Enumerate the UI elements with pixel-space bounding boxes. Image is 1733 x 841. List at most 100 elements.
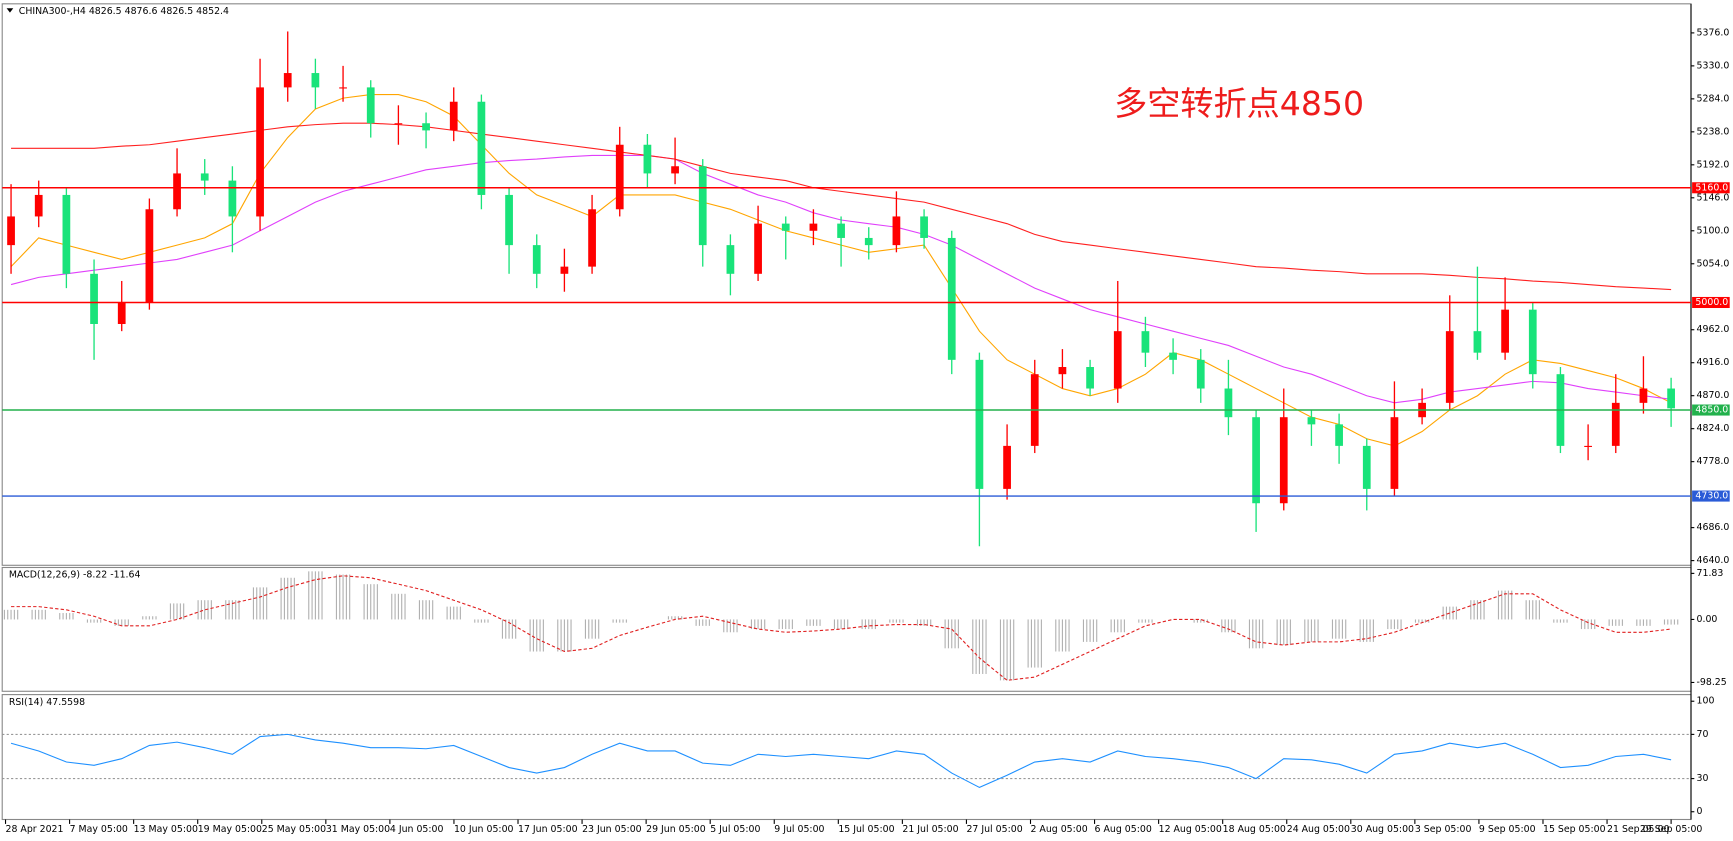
candle-body bbox=[1445, 331, 1454, 403]
y-tick-label: 5284.0 bbox=[1697, 93, 1730, 104]
annotation: 多空转折点4850 bbox=[1114, 84, 1364, 123]
candle-body bbox=[1169, 352, 1177, 360]
macd-title: MACD(12,26,9) -8.22 -11.64 bbox=[9, 570, 141, 581]
candle-body bbox=[892, 216, 901, 246]
candle-body bbox=[1362, 445, 1371, 489]
x-tick-label: 9 Sep 05:00 bbox=[1479, 824, 1536, 835]
x-tick-label: 27 Jul 05:00 bbox=[966, 824, 1022, 835]
x-tick-label: 4 Jun 05:00 bbox=[390, 824, 444, 835]
x-tick-label: 23 Jun 05:00 bbox=[582, 824, 642, 835]
candle-body bbox=[1252, 417, 1260, 504]
candle-body bbox=[532, 245, 541, 274]
chart-title: CHINA300-,H4 4826.5 4876.6 4826.5 4852.4 bbox=[19, 6, 229, 17]
candle-body bbox=[311, 73, 320, 88]
moving-average bbox=[11, 122, 1672, 291]
x-tick-label: 24 Aug 05:00 bbox=[1287, 824, 1350, 835]
y-tick-label: 0 bbox=[1697, 806, 1703, 817]
level-label-box bbox=[1692, 296, 1730, 309]
x-tick-label: 31 May 05:00 bbox=[326, 824, 390, 835]
candle-body bbox=[394, 123, 403, 125]
x-tick-label: 15 Sep 05:00 bbox=[1543, 824, 1606, 835]
candle-body bbox=[145, 209, 154, 303]
y-tick-label: 5100.0 bbox=[1697, 225, 1730, 236]
x-tick-label: 9 Jul 05:00 bbox=[774, 824, 824, 835]
candle-body bbox=[809, 223, 818, 231]
candle-body bbox=[975, 359, 984, 489]
x-tick-label: 5 Jul 05:00 bbox=[710, 824, 760, 835]
candle-body bbox=[1611, 402, 1620, 446]
candle-body bbox=[864, 237, 873, 246]
x-tick-label: 29 Jun 05:00 bbox=[646, 824, 706, 835]
candle-body bbox=[588, 209, 596, 267]
candle-body bbox=[200, 173, 209, 181]
y-tick-label: 5238.0 bbox=[1697, 126, 1730, 137]
x-tick-label: 10 Jun 05:00 bbox=[454, 824, 514, 835]
candle-body bbox=[505, 194, 513, 246]
y-tick-label: 100 bbox=[1697, 696, 1715, 707]
x-tick-label: 12 Aug 05:00 bbox=[1159, 824, 1222, 835]
y-tick-label: 5330.0 bbox=[1697, 60, 1730, 71]
y-tick-label: 4870.0 bbox=[1697, 390, 1730, 401]
candle-body bbox=[7, 216, 15, 246]
y-tick-label: 30 bbox=[1697, 773, 1709, 784]
candle-body bbox=[366, 87, 375, 124]
candle-body bbox=[117, 302, 126, 324]
candle-body bbox=[560, 266, 569, 274]
candle-body bbox=[920, 216, 928, 238]
candle-body bbox=[1058, 367, 1067, 375]
candle-body bbox=[256, 87, 264, 217]
x-tick-label: 28 Apr 2021 bbox=[6, 824, 64, 835]
level-label-box bbox=[1692, 182, 1730, 194]
y-tick-label: 5146.0 bbox=[1697, 192, 1730, 203]
y-tick-label: 4824.0 bbox=[1697, 423, 1730, 434]
x-tick-label: 19 May 05:00 bbox=[198, 824, 262, 835]
candle-body bbox=[1639, 388, 1648, 403]
x-tick-label: 6 Aug 05:00 bbox=[1095, 824, 1152, 835]
level-label: 5160.0 bbox=[1695, 182, 1728, 193]
candle-body bbox=[781, 223, 790, 231]
candle-body bbox=[754, 223, 762, 274]
candle-body bbox=[339, 87, 347, 89]
y-tick-label: -98.25 bbox=[1697, 677, 1727, 688]
menu-arrow[interactable] bbox=[6, 8, 14, 13]
candle-body bbox=[643, 144, 652, 174]
x-tick-label: 25 May 05:00 bbox=[262, 824, 326, 835]
y-tick-label: 4686.0 bbox=[1697, 522, 1730, 533]
candle-body bbox=[698, 166, 707, 246]
x-tick-label: 18 Aug 05:00 bbox=[1223, 824, 1286, 835]
y-tick-label: 71.83 bbox=[1697, 568, 1724, 579]
y-tick-label: 0.00 bbox=[1697, 614, 1718, 625]
candle-body bbox=[1086, 367, 1094, 389]
y-tick-label: 4962.0 bbox=[1697, 324, 1730, 335]
candle-body bbox=[477, 101, 486, 195]
x-tick-label: 21 Jul 05:00 bbox=[902, 824, 958, 835]
candle-body bbox=[449, 101, 458, 131]
x-tick-label: 7 May 05:00 bbox=[70, 824, 128, 835]
y-tick-label: 5054.0 bbox=[1697, 258, 1730, 269]
candle-body bbox=[1335, 424, 1343, 446]
candle-body bbox=[837, 223, 845, 238]
candle-body bbox=[1501, 309, 1509, 353]
x-tick-label: 3 Sep 05:00 bbox=[1415, 824, 1472, 835]
level-label-box bbox=[1692, 404, 1730, 416]
candle-body bbox=[1667, 388, 1675, 409]
y-tick-label: 4916.0 bbox=[1697, 357, 1730, 368]
rsi-title: RSI(14) 47.5598 bbox=[9, 697, 85, 708]
candle-body bbox=[1584, 445, 1592, 447]
candle-body bbox=[1196, 359, 1205, 389]
level-label: 4730.0 bbox=[1695, 491, 1728, 502]
candle-body bbox=[1279, 417, 1288, 504]
candle-body bbox=[90, 273, 98, 324]
candle-body bbox=[1390, 417, 1399, 489]
x-tick-label: 21 Sep 05:00 bbox=[1607, 824, 1670, 835]
candle-body bbox=[62, 194, 71, 274]
x-tick-label: 13 May 05:00 bbox=[134, 824, 198, 835]
y-tick-label: 5192.0 bbox=[1697, 159, 1730, 170]
level-label-box bbox=[1692, 490, 1730, 502]
candle-body bbox=[1528, 309, 1537, 375]
y-tick-label: 5376.0 bbox=[1697, 27, 1730, 38]
y-tick-label: 4778.0 bbox=[1697, 456, 1730, 467]
